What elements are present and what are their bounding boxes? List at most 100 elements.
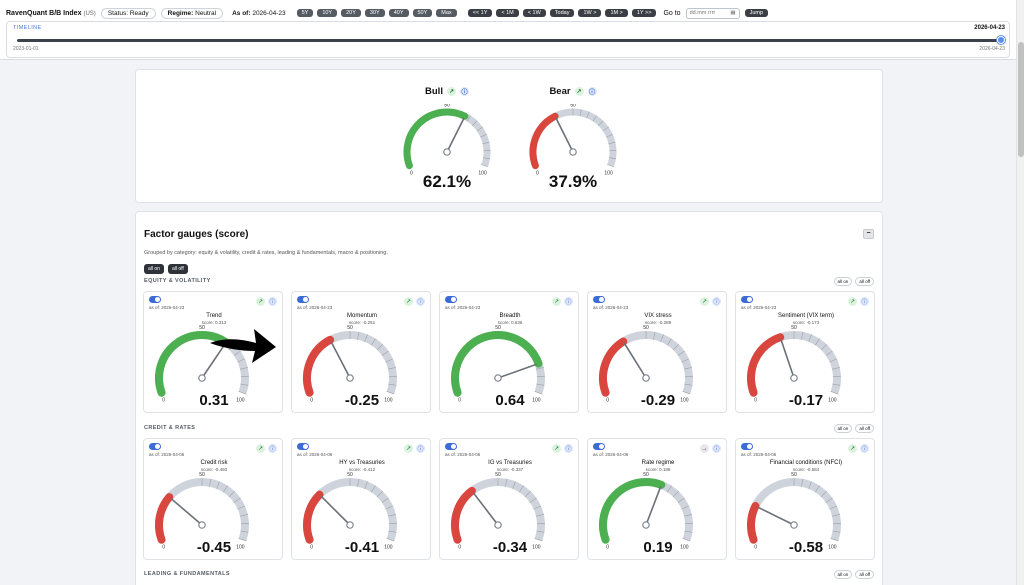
gauge-toggle[interactable] — [741, 443, 753, 450]
all-on-button[interactable]: all on — [144, 264, 164, 274]
trend-icon[interactable]: ↗ — [848, 297, 857, 306]
gauge-tick — [357, 478, 360, 487]
calendar-icon[interactable]: ▦ — [730, 10, 736, 16]
section-all-off-button[interactable]: all off — [855, 277, 874, 286]
timeline-slider[interactable] — [17, 39, 1001, 42]
gauge-toggle[interactable] — [593, 296, 605, 303]
gauge-toggle[interactable] — [741, 296, 753, 303]
top-controls: RavenQuant B/B Index (US) Status: Ready R… — [6, 6, 1010, 20]
trend-up-icon[interactable]: ↗ — [446, 87, 456, 96]
factor-gauge-card: as of: 2026-04-06 → ⓘ Rate regime score: … — [587, 438, 727, 560]
gauge-tick — [535, 367, 544, 370]
range-button-20y[interactable]: 20Y — [341, 9, 361, 17]
gauge-name: VIX stress — [644, 313, 672, 319]
gauge-max-label: 100 — [478, 171, 487, 177]
gauge-toggle[interactable] — [297, 296, 309, 303]
gauge-max-label: 100 — [384, 398, 393, 402]
step-button-2[interactable]: < 1W — [522, 9, 546, 17]
trend-icon[interactable]: ↗ — [552, 444, 561, 453]
gauge-score: score: -0.173 — [792, 320, 820, 325]
section-all-off-button[interactable]: all off — [855, 570, 874, 579]
gauge-tick — [386, 538, 395, 542]
range-button-40y[interactable]: 40Y — [388, 9, 409, 17]
gauge-value: -0.34 — [492, 539, 528, 556]
trend-icon[interactable]: ↗ — [256, 297, 265, 306]
trend-icon[interactable]: ↗ — [404, 444, 413, 453]
info-icon[interactable]: ⓘ — [268, 297, 277, 306]
info-icon[interactable]: ⓘ — [712, 444, 721, 453]
info-icon[interactable]: ⓘ — [416, 444, 425, 453]
jump-button[interactable]: Jump — [744, 9, 769, 17]
trend-icon[interactable]: ↗ — [404, 297, 413, 306]
section-all-on-button[interactable]: all on — [833, 570, 853, 579]
date-input[interactable]: dd.mm.rrrr ▦ — [685, 7, 740, 19]
step-button-4[interactable]: 1W > — [578, 9, 602, 17]
step-button-6[interactable]: 1Y >> — [631, 9, 657, 17]
trend-up-icon[interactable]: ↗ — [574, 87, 584, 96]
range-button-max[interactable]: Max — [436, 9, 457, 17]
gauge-max-label: 100 — [680, 545, 689, 549]
trend-icon[interactable]: ↗ — [552, 297, 561, 306]
gauge-asof: as of: 2026-04-23 — [593, 305, 629, 310]
range-button-5y[interactable]: 5Y — [296, 9, 314, 17]
scrollbar[interactable] — [1016, 0, 1024, 585]
gauge-toggle[interactable] — [445, 296, 457, 303]
timeline-thumb[interactable] — [997, 36, 1005, 44]
range-button-10y[interactable]: 10Y — [317, 9, 338, 17]
range-button-50y[interactable]: 50Y — [412, 9, 433, 17]
step-button-1[interactable]: < 1M — [496, 9, 519, 17]
factor-gauge-card: as of: 2026-04-23 ↗ ⓘ VIX stress score: -… — [587, 291, 727, 413]
gauge-min-label: 0 — [410, 171, 413, 177]
all-off-button[interactable]: all off — [167, 264, 188, 274]
gauge-fill — [155, 493, 174, 544]
gauge-toggle[interactable] — [445, 443, 457, 450]
section-all-on-button[interactable]: all on — [833, 277, 853, 286]
factor-gauge-card: as of: 2026-04-06 ↗ ⓘ Financial condition… — [735, 438, 875, 560]
gauge-toggle[interactable] — [149, 443, 161, 450]
info-icon[interactable]: ⓘ — [587, 87, 597, 96]
gauge-name: Breadth — [499, 313, 521, 319]
info-icon[interactable]: ⓘ — [564, 444, 573, 453]
gauge-asof: as of: 2026-04-06 — [593, 452, 629, 457]
trend-icon[interactable]: ↗ — [700, 297, 709, 306]
gauge-tick — [481, 164, 488, 168]
section-all-on-button[interactable]: all on — [833, 424, 853, 433]
gauge-tick — [505, 478, 508, 487]
bear-title: Bear — [549, 86, 571, 97]
gauge-name: Trend — [206, 313, 222, 319]
gauge-max-label: 100 — [828, 398, 837, 402]
info-icon[interactable]: ⓘ — [268, 444, 277, 453]
gauge-toggle[interactable] — [297, 443, 309, 450]
gauge-toggle[interactable] — [149, 296, 161, 303]
trend-icon[interactable]: → — [700, 444, 709, 453]
info-icon[interactable]: ⓘ — [860, 444, 869, 453]
info-icon[interactable]: ⓘ — [564, 297, 573, 306]
gauge-toggle[interactable] — [593, 443, 605, 450]
range-button-30y[interactable]: 30Y — [364, 9, 385, 17]
info-icon[interactable]: ⓘ — [860, 297, 869, 306]
trend-icon[interactable]: ↗ — [256, 444, 265, 453]
trend-icon[interactable]: ↗ — [848, 444, 857, 453]
section-all-off-button[interactable]: all off — [855, 424, 874, 433]
step-button-5[interactable]: 1M > — [605, 9, 628, 17]
factor-gauge-card: as of: 2026-04-23 ↗ ⓘ Breadth score: 0.63… — [439, 291, 579, 413]
goto-label: Go to — [663, 9, 681, 17]
gauge-tick — [829, 505, 838, 510]
info-icon[interactable]: ⓘ — [712, 297, 721, 306]
annotation-arrow — [210, 329, 276, 363]
step-button-3[interactable]: Today — [549, 9, 575, 17]
gauge-asof: as of: 2026-04-23 — [741, 305, 777, 310]
gauge-fill — [303, 490, 324, 544]
gauge-dial: 0 100 50 — [155, 325, 249, 402]
info-icon[interactable]: ⓘ — [459, 87, 469, 96]
gauge-tick — [472, 120, 478, 126]
info-icon[interactable]: ⓘ — [416, 297, 425, 306]
step-button-0[interactable]: << 1Y — [467, 9, 493, 17]
scrollbar-thumb[interactable] — [1018, 42, 1024, 157]
collapse-button[interactable]: − — [863, 229, 874, 239]
gauge-value: -0.58 — [788, 539, 824, 556]
gauge-tick — [677, 497, 685, 503]
gauge-score: score: -0.584 — [792, 467, 820, 472]
gauge-needle — [756, 506, 795, 526]
gauge-hub — [346, 521, 354, 529]
